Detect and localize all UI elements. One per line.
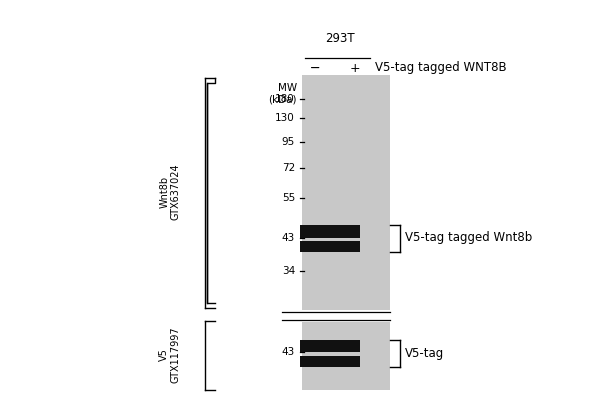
Text: 43: 43 xyxy=(282,233,295,243)
Bar xyxy=(300,356,360,367)
Text: −: − xyxy=(310,62,320,75)
Text: V5
GTX117997: V5 GTX117997 xyxy=(159,327,181,384)
Text: V5-tag: V5-tag xyxy=(405,347,444,360)
Text: −: − xyxy=(310,62,320,75)
Text: 72: 72 xyxy=(282,163,295,173)
Text: 130: 130 xyxy=(275,113,295,123)
Text: 180: 180 xyxy=(275,94,295,104)
Text: 95: 95 xyxy=(282,137,295,147)
Text: MW
(kDa): MW (kDa) xyxy=(268,83,297,104)
Text: V5-tag tagged Wnt8b: V5-tag tagged Wnt8b xyxy=(405,231,532,245)
Bar xyxy=(300,241,360,252)
Bar xyxy=(300,340,360,352)
Text: Wnt8b
GTX637024: Wnt8b GTX637024 xyxy=(159,164,181,220)
Text: V5-tag tagged WNT8B: V5-tag tagged WNT8B xyxy=(375,62,507,75)
Bar xyxy=(302,322,390,390)
Bar xyxy=(300,225,360,238)
Text: 55: 55 xyxy=(282,193,295,203)
Text: 293T: 293T xyxy=(325,32,355,45)
Bar xyxy=(302,75,390,310)
Text: 43: 43 xyxy=(282,347,295,357)
Text: 34: 34 xyxy=(282,266,295,276)
Text: +: + xyxy=(349,62,360,75)
